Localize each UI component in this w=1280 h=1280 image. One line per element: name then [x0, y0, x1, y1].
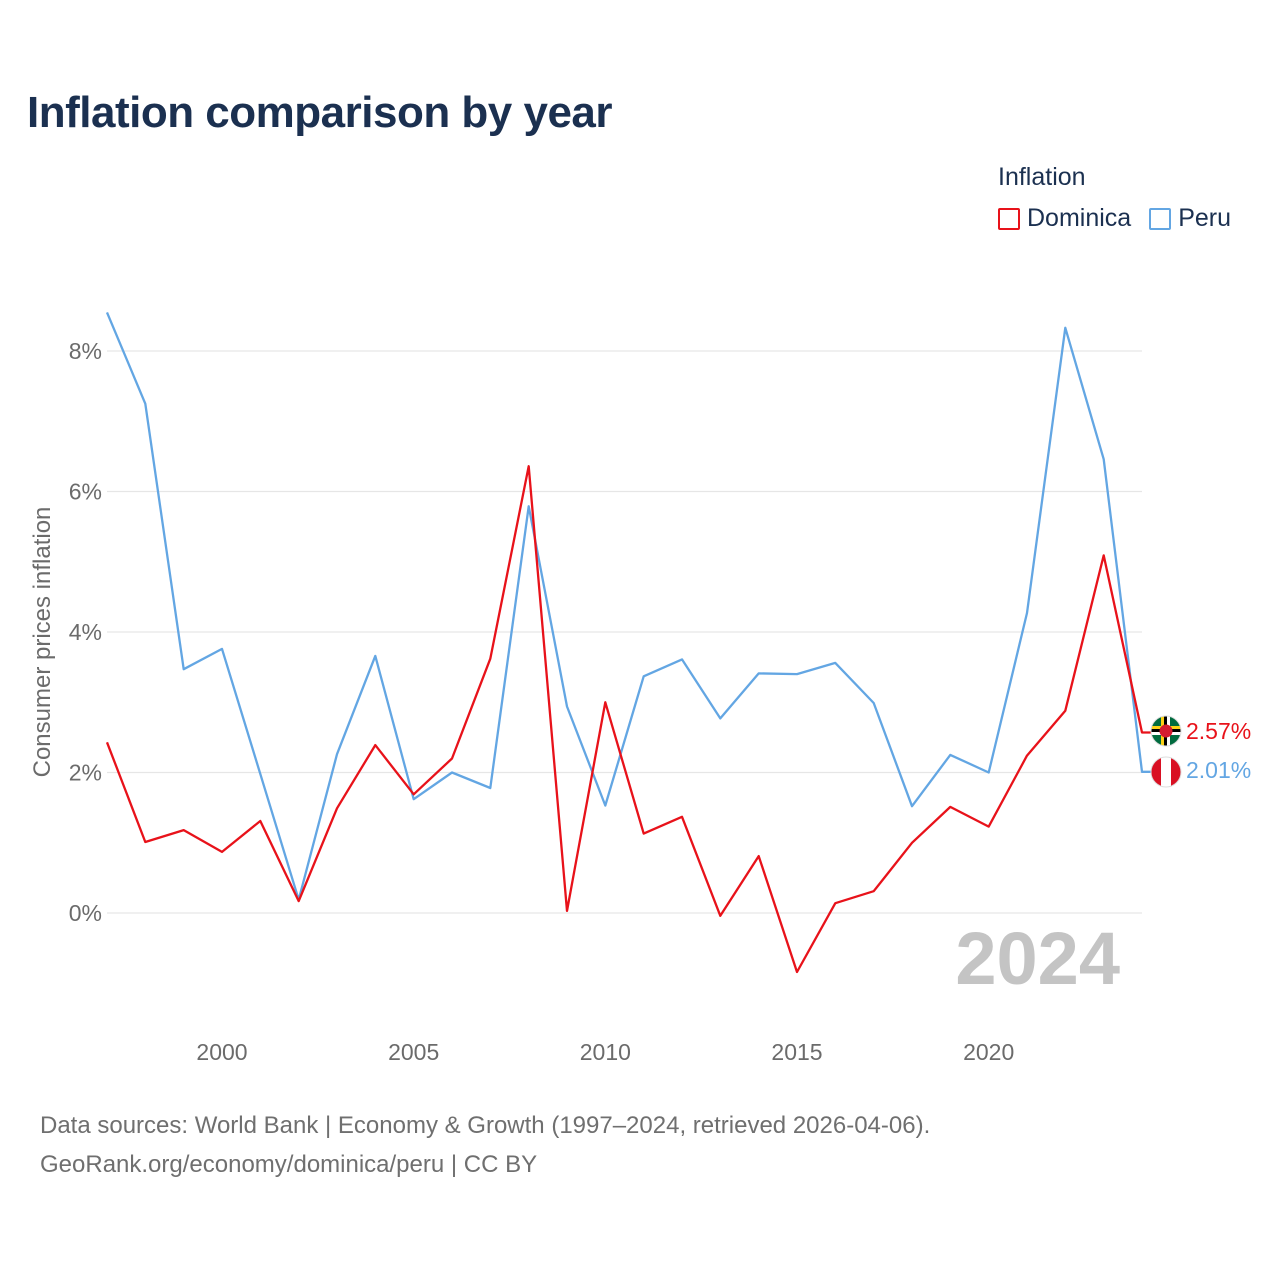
chart-title: Inflation comparison by year — [27, 88, 613, 137]
legend-label-dominica: Dominica — [1027, 204, 1132, 232]
footer-credit[interactable]: GeoRank.org/economy/dominica/peru | CC B… — [40, 1151, 538, 1178]
series-line-dominica[interactable] — [105, 465, 1151, 974]
legend-item-dominica[interactable]: Dominica — [998, 204, 1131, 233]
legend-item-peru[interactable]: Peru — [1149, 204, 1231, 233]
dominica-end-label: 2.57% — [1186, 718, 1251, 744]
footer: Data sources: World Bank | Economy & Gro… — [40, 1106, 930, 1184]
legend: Dominica Peru — [998, 204, 1231, 233]
x-axis-ticks: 2000 2005 2010 2015 2020 — [196, 1039, 1014, 1065]
x-tick-label: 2020 — [963, 1039, 1014, 1065]
series-lines — [105, 311, 1151, 974]
y-tick-label: 8% — [69, 338, 102, 364]
y-axis-label: Consumer prices inflation — [29, 507, 56, 778]
x-tick-label: 2015 — [771, 1039, 822, 1065]
peru-flag-icon — [1150, 756, 1182, 788]
grid-lines — [107, 350, 1142, 914]
y-tick-label: 4% — [69, 619, 102, 645]
legend-swatch-peru — [1149, 207, 1172, 230]
dominica-flag-icon — [1150, 715, 1182, 747]
peru-end-label: 2.01% — [1186, 757, 1251, 783]
footer-sources: Data sources: World Bank | Economy & Gro… — [40, 1112, 931, 1139]
x-tick-label: 2005 — [388, 1039, 439, 1065]
x-tick-label: 2000 — [196, 1039, 247, 1065]
series-line-peru[interactable] — [105, 311, 1151, 901]
y-tick-label: 2% — [69, 760, 102, 786]
year-watermark: 2024 — [955, 917, 1120, 1000]
y-axis-ticks: 0% 2% 4% 6% 8% — [69, 338, 102, 926]
x-tick-label: 2010 — [580, 1039, 631, 1065]
legend-swatch-dominica — [998, 207, 1020, 230]
legend-label-peru: Peru — [1178, 204, 1232, 232]
legend-title: Inflation — [998, 163, 1086, 191]
y-tick-label: 6% — [69, 479, 102, 505]
y-tick-label: 0% — [69, 900, 102, 926]
